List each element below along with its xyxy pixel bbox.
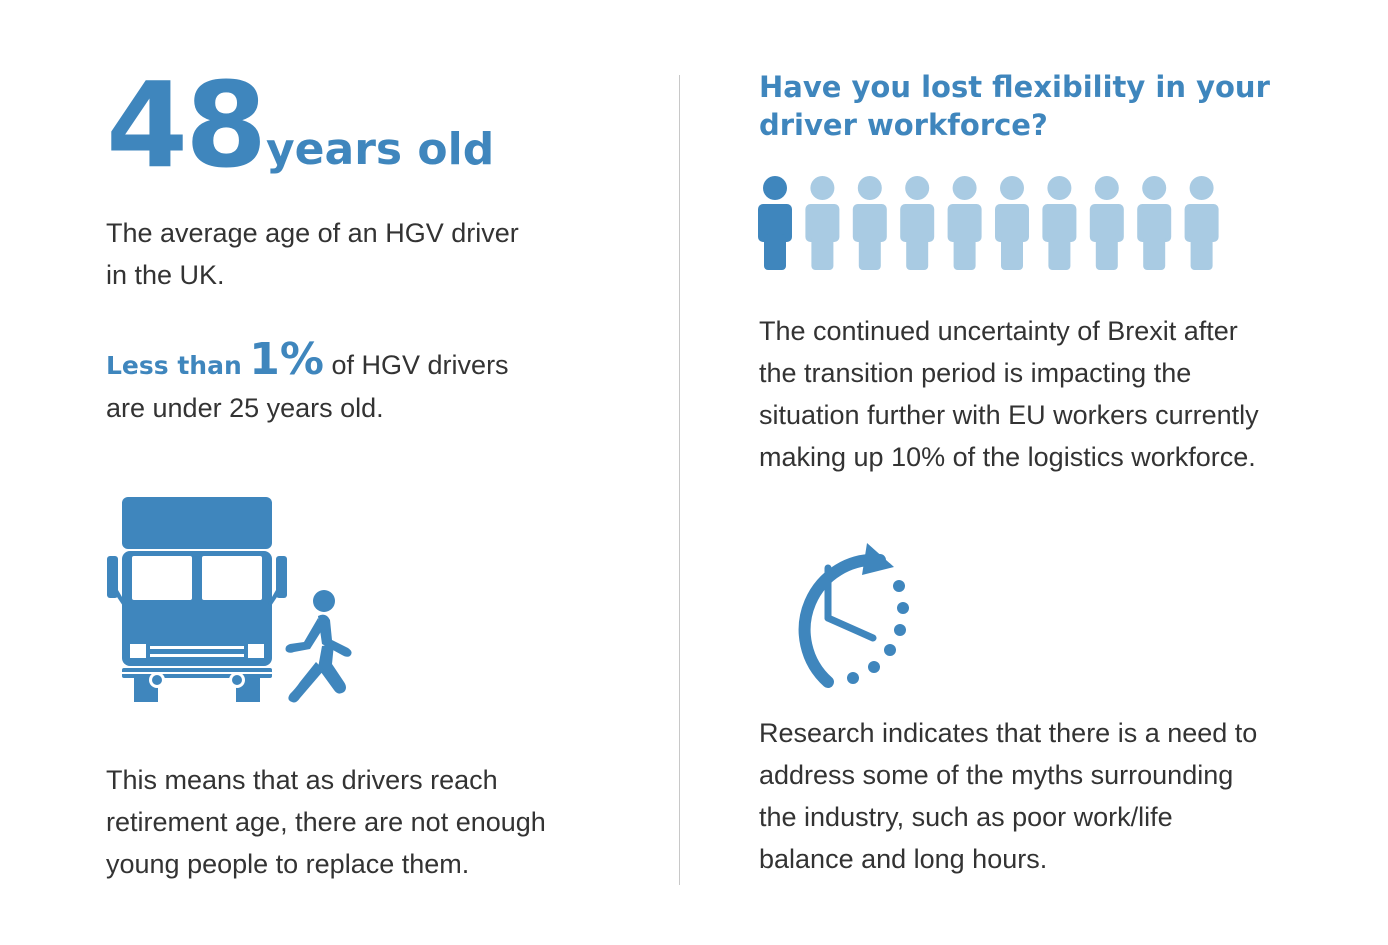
brexit-paragraph-line: The continued uncertainty of Brexit afte…: [759, 316, 1238, 346]
brexit-paragraph-line: the transition period is impacting the: [759, 358, 1192, 388]
person-icon: [1184, 176, 1219, 270]
person-icon: [852, 176, 887, 270]
retirement-paragraph-line: This means that as drivers reach: [106, 765, 498, 795]
person-icon: [1042, 176, 1077, 270]
young-drivers-stat: Less than 1% of HGV drivers are under 25…: [106, 338, 666, 429]
person-icon: [995, 176, 1029, 270]
brexit-paragraph: The continued uncertainty of Brexit afte…: [759, 310, 1359, 478]
flexibility-heading-line: driver workforce?: [759, 108, 1048, 142]
person-icon: [805, 176, 840, 270]
age-unit: years old: [266, 124, 495, 175]
person-icon: [1089, 176, 1124, 270]
young-drivers-stat-line: are under 25 years old.: [106, 393, 384, 423]
truck-with-pedestrian-icon: [107, 497, 352, 703]
research-paragraph-line: address some of the myths surrounding: [759, 760, 1234, 790]
stat-percent: 1%: [249, 334, 324, 385]
column-divider: [679, 75, 680, 885]
research-paragraph: Research indicates that there is a need …: [759, 712, 1359, 880]
person-icon: [1137, 176, 1172, 270]
flexibility-heading-line: Have you lost flexibility in your: [759, 70, 1270, 104]
research-paragraph-line: the industry, such as poor work/life: [759, 802, 1173, 832]
stat-lead: Less than: [106, 351, 242, 380]
age-number: 48: [106, 56, 267, 194]
brexit-paragraph-line: making up 10% of the logistics workforce…: [759, 442, 1256, 472]
research-paragraph-line: balance and long hours.: [759, 844, 1048, 874]
person-icon-highlighted: [758, 176, 792, 270]
young-drivers-stat-line: Less than 1% of HGV drivers: [106, 338, 666, 387]
stat-tail: of HGV drivers: [331, 350, 509, 380]
research-paragraph-line: Research indicates that there is a need …: [759, 718, 1258, 748]
age-description: The average age of an HGV driver in the …: [106, 212, 666, 296]
retirement-paragraph-line: young people to replace them.: [106, 849, 470, 879]
retirement-paragraph-line: retirement age, there are not enough: [106, 807, 546, 837]
age-description-line: in the UK.: [106, 260, 225, 290]
people-icon-row: [758, 176, 1219, 270]
clock-icon: [798, 543, 909, 688]
brexit-paragraph-line: situation further with EU workers curren…: [759, 400, 1259, 430]
flexibility-heading: Have you lost flexibility in your driver…: [759, 68, 1319, 144]
retirement-paragraph: This means that as drivers reach retirem…: [106, 759, 666, 885]
person-icon: [947, 176, 982, 270]
age-description-line: The average age of an HGV driver: [106, 218, 519, 248]
person-icon: [900, 176, 935, 270]
